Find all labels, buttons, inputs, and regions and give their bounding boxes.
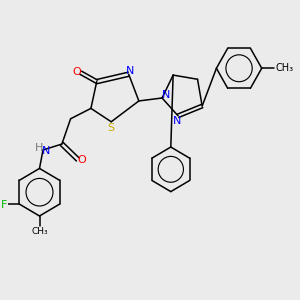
Text: N: N bbox=[42, 146, 50, 156]
Text: CH₃: CH₃ bbox=[275, 63, 293, 73]
Text: CH₃: CH₃ bbox=[31, 227, 48, 236]
Text: N: N bbox=[173, 116, 181, 126]
Text: N: N bbox=[161, 90, 170, 100]
Text: O: O bbox=[77, 155, 86, 165]
Text: N: N bbox=[126, 66, 134, 76]
Text: F: F bbox=[1, 200, 7, 210]
Text: H: H bbox=[35, 142, 44, 153]
Text: O: O bbox=[72, 67, 81, 77]
Text: S: S bbox=[108, 123, 115, 133]
